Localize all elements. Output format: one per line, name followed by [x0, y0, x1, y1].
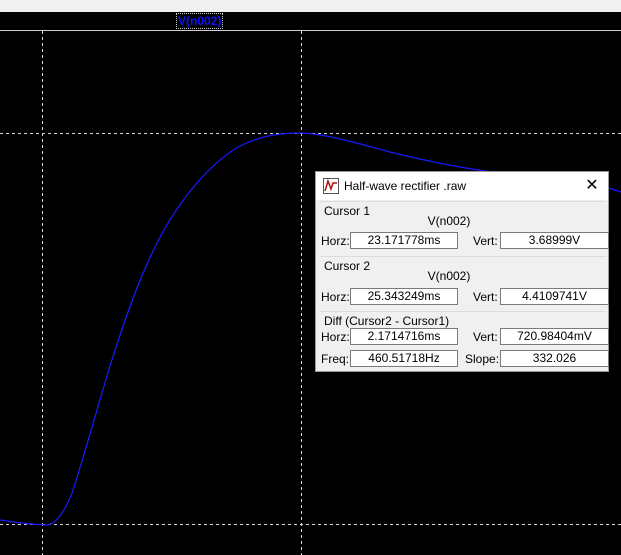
waveform-trace	[0, 132, 621, 526]
cursor1-vert-field[interactable]: 3.68999V	[500, 232, 609, 249]
close-button[interactable]: ✕	[582, 176, 602, 196]
diff-freq-field[interactable]: 460.51718Hz	[350, 350, 458, 367]
waveform-plot[interactable]	[0, 31, 621, 555]
dialog-title: Half-wave rectifier .raw	[344, 179, 467, 193]
cursor1-vert-label: Vert:	[473, 234, 498, 248]
cursor2-header: Cursor 2	[324, 259, 371, 273]
trace-label-bar: V(n002)	[0, 12, 621, 31]
cursor2-horz-field[interactable]: 25.343249ms	[350, 288, 458, 305]
diff-section: Diff (Cursor2 - Cursor1) Horz: 2.1714716…	[319, 311, 609, 372]
cursor2-vert-field[interactable]: 4.4109741V	[500, 288, 609, 305]
cursor-dialog: Half-wave rectifier .raw ✕ Cursor 1 V(n0…	[315, 171, 609, 372]
diff-freq-label: Freq:	[321, 352, 350, 366]
cursor2-horz-label: Horz:	[321, 290, 350, 304]
diff-vert-field[interactable]: 720.98404mV	[500, 328, 609, 345]
cursor2-section: Cursor 2 V(n002) Horz: 25.343249ms Vert:…	[319, 256, 609, 313]
cursor1-horz-label: Horz:	[321, 234, 350, 248]
window-top-strip	[0, 0, 621, 12]
diff-horz-label: Horz:	[321, 330, 350, 344]
diff-vert-label: Vert:	[473, 330, 498, 344]
dialog-titlebar[interactable]: Half-wave rectifier .raw ✕	[316, 172, 608, 200]
cursor1-horz-field[interactable]: 23.171778ms	[350, 232, 458, 249]
diff-horz-field[interactable]: 2.1714716ms	[350, 328, 458, 345]
cursor1-header: Cursor 1	[324, 204, 371, 218]
cursor1-trace: V(n002)	[427, 214, 471, 228]
diff-slope-field[interactable]: 332.026	[500, 350, 609, 367]
cursor2-trace: V(n002)	[427, 269, 471, 283]
cursor2-vert-label: Vert:	[473, 290, 498, 304]
trace-label[interactable]: V(n002)	[176, 13, 224, 29]
ltspice-icon	[323, 178, 339, 194]
diff-slope-label: Slope:	[465, 352, 500, 366]
close-icon: ✕	[585, 177, 599, 194]
diff-header: Diff (Cursor2 - Cursor1)	[324, 314, 450, 328]
cursor1-section: Cursor 1 V(n002) Horz: 23.171778ms Vert:…	[319, 201, 609, 258]
